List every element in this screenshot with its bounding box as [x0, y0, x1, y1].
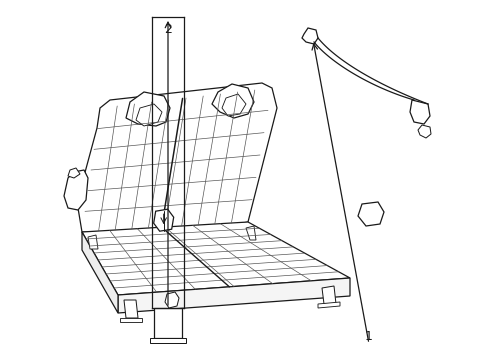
Text: 1: 1 — [365, 329, 372, 342]
Polygon shape — [120, 318, 142, 322]
Polygon shape — [88, 235, 98, 249]
Polygon shape — [118, 278, 349, 313]
Polygon shape — [317, 302, 339, 308]
Polygon shape — [64, 170, 88, 210]
Polygon shape — [153, 209, 173, 231]
Polygon shape — [409, 100, 429, 124]
Polygon shape — [126, 92, 170, 126]
Polygon shape — [222, 94, 245, 116]
Polygon shape — [302, 28, 317, 44]
Polygon shape — [164, 292, 179, 308]
Text: 2: 2 — [164, 23, 172, 36]
Polygon shape — [82, 222, 349, 295]
Polygon shape — [136, 104, 162, 126]
Polygon shape — [82, 232, 118, 313]
Polygon shape — [357, 202, 383, 226]
Polygon shape — [154, 308, 182, 338]
Polygon shape — [68, 168, 80, 178]
Polygon shape — [321, 286, 335, 304]
Polygon shape — [77, 83, 276, 232]
Polygon shape — [417, 125, 430, 138]
Polygon shape — [245, 226, 256, 240]
Polygon shape — [212, 84, 253, 118]
Polygon shape — [124, 300, 138, 318]
Polygon shape — [150, 338, 185, 343]
